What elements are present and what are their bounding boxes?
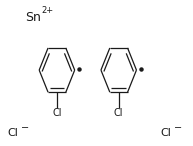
Text: 2+: 2+ [41, 6, 54, 15]
Text: −: − [21, 124, 29, 133]
Text: Sn: Sn [25, 11, 41, 24]
Text: Cl: Cl [114, 108, 124, 118]
Text: Cl: Cl [8, 128, 19, 138]
Text: Cl: Cl [52, 108, 62, 118]
Text: −: − [174, 124, 182, 133]
Text: Cl: Cl [160, 128, 171, 138]
